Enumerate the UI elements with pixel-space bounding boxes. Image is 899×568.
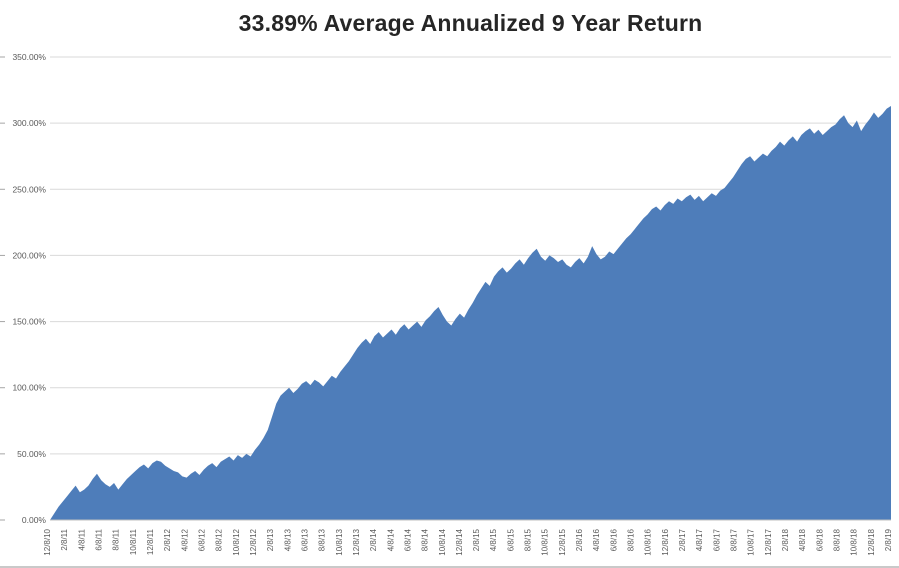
x-axis-label: 4/8/17 — [695, 528, 704, 551]
x-axis-label: 8/8/17 — [730, 528, 739, 551]
area-series — [50, 105, 891, 520]
x-axis-label: 2/8/13 — [266, 528, 275, 551]
x-axis-label: 2/8/12 — [163, 528, 172, 551]
x-axis-label: 12/8/18 — [867, 528, 876, 555]
x-axis-label: 12/8/11 — [146, 528, 155, 555]
x-axis-label: 6/8/11 — [94, 528, 103, 550]
y-axis-label: 350.00% — [12, 52, 46, 62]
x-axis-label: 4/8/16 — [592, 528, 601, 551]
x-axis-label: 8/8/13 — [318, 528, 327, 551]
y-axis-label: 150.00% — [12, 317, 46, 327]
y-axis-label: 50.00% — [17, 449, 46, 459]
x-axis-label: 8/8/12 — [215, 528, 224, 551]
x-axis-label: 6/8/14 — [403, 528, 412, 551]
x-axis-label: 10/8/16 — [644, 528, 653, 555]
x-axis-label: 10/8/14 — [438, 528, 447, 555]
x-axis-label: 12/8/15 — [558, 528, 567, 555]
x-axis-label: 4/8/14 — [386, 528, 395, 551]
chart-title: 33.89% Average Annualized 9 Year Return — [238, 10, 703, 36]
x-axis-label: 4/8/13 — [283, 528, 292, 551]
y-axis-label: 0.00% — [22, 515, 47, 525]
x-axis-label: 12/8/12 — [249, 528, 258, 555]
x-axis-label: 10/8/12 — [232, 528, 241, 555]
x-axis-label: 6/8/18 — [815, 528, 824, 551]
x-axis-label: 2/8/11 — [60, 528, 69, 550]
y-axis-label: 100.00% — [12, 383, 46, 393]
x-axis-label: 12/8/14 — [455, 528, 464, 555]
x-axis-label: 12/8/17 — [764, 528, 773, 555]
x-axis-label: 12/8/13 — [352, 528, 361, 555]
x-axis-label: 4/8/12 — [180, 528, 189, 551]
x-axis-label: 10/8/13 — [335, 528, 344, 555]
x-axis-label: 6/8/17 — [712, 528, 721, 551]
x-axis-label: 2/8/14 — [369, 528, 378, 551]
x-axis-label: 2/8/17 — [678, 528, 687, 551]
x-axis-label: 12/8/16 — [661, 528, 670, 555]
x-axis-label: 2/8/19 — [884, 528, 893, 551]
x-axis-label: 2/8/16 — [575, 528, 584, 551]
x-axis-label: 2/8/18 — [781, 528, 790, 551]
x-axis-label: 12/8/10 — [43, 528, 52, 555]
x-axis-label: 6/8/12 — [197, 528, 206, 551]
x-axis-label: 8/8/18 — [833, 528, 842, 551]
x-axis-label: 8/8/15 — [524, 528, 533, 551]
x-axis-label: 8/8/16 — [627, 528, 636, 551]
x-axis-label: 10/8/11 — [129, 528, 138, 555]
y-axis-label: 300.00% — [12, 118, 46, 128]
x-axis-label: 10/8/18 — [850, 528, 859, 555]
x-axis-label: 10/8/17 — [747, 528, 756, 555]
y-axis-label: 250.00% — [12, 184, 46, 194]
x-axis-label: 4/8/15 — [489, 528, 498, 551]
x-axis-label: 2/8/15 — [472, 528, 481, 551]
x-axis-label: 8/8/14 — [421, 528, 430, 551]
x-axis-label: 6/8/15 — [506, 528, 515, 551]
x-axis-label: 4/8/11 — [77, 528, 86, 550]
x-axis-label: 6/8/16 — [609, 528, 618, 551]
x-axis-label: 4/8/18 — [798, 528, 807, 551]
y-axis-label: 200.00% — [12, 250, 46, 260]
x-axis-label: 6/8/13 — [300, 528, 309, 551]
x-axis-label: 10/8/15 — [541, 528, 550, 555]
x-axis-label: 8/8/11 — [112, 528, 121, 550]
